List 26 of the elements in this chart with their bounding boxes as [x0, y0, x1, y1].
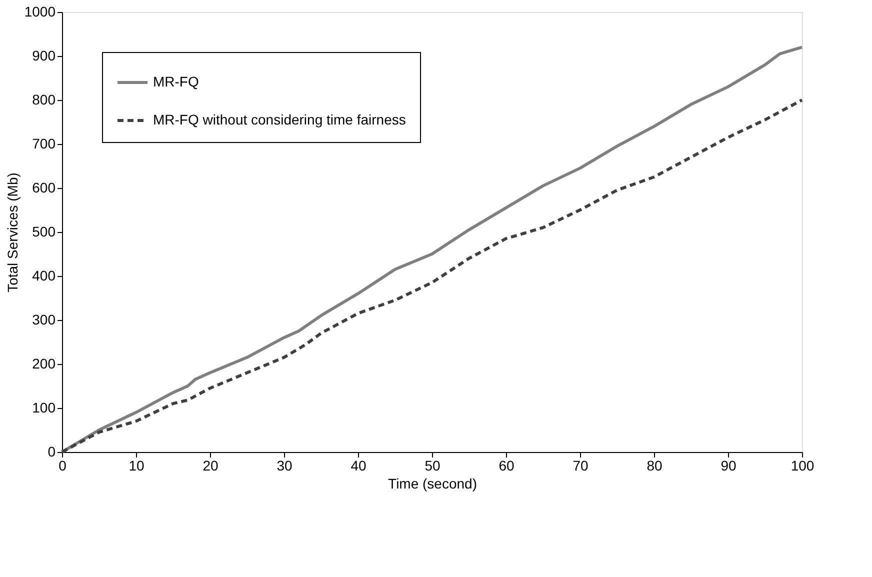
x-tick-label: 90: [720, 458, 736, 474]
y-tick-label: 1000: [24, 4, 56, 20]
y-tick-label: 800: [32, 92, 56, 108]
y-tick-label: 200: [32, 356, 56, 372]
y-tick-label: 0: [48, 444, 56, 460]
x-tick-label: 80: [646, 458, 662, 474]
x-tick-label: 30: [276, 458, 292, 474]
x-axis-title: Time (second): [388, 476, 477, 492]
x-tick-label: 40: [350, 458, 366, 474]
y-tick-label: 600: [32, 180, 56, 196]
y-axis-title: Total Services (Mb): [4, 172, 20, 292]
y-tick-label: 900: [32, 48, 56, 64]
y-tick-label: 100: [32, 400, 56, 416]
y-tick-label: 700: [32, 136, 56, 152]
y-tick-label: 400: [32, 268, 56, 284]
y-tick-label: 300: [32, 312, 56, 328]
x-tick-label: 50: [424, 458, 440, 474]
x-tick-label: 10: [128, 458, 144, 474]
x-tick-label: 100: [790, 458, 814, 474]
x-tick-label: 20: [202, 458, 218, 474]
y-tick-label: 500: [32, 224, 56, 240]
x-tick-label: 60: [498, 458, 514, 474]
x-tick-label: 0: [58, 458, 67, 474]
x-tick-label: 70: [572, 458, 588, 474]
legend-label: MR-FQ without considering time fairness: [153, 112, 406, 128]
legend-label: MR-FQ: [153, 74, 199, 90]
